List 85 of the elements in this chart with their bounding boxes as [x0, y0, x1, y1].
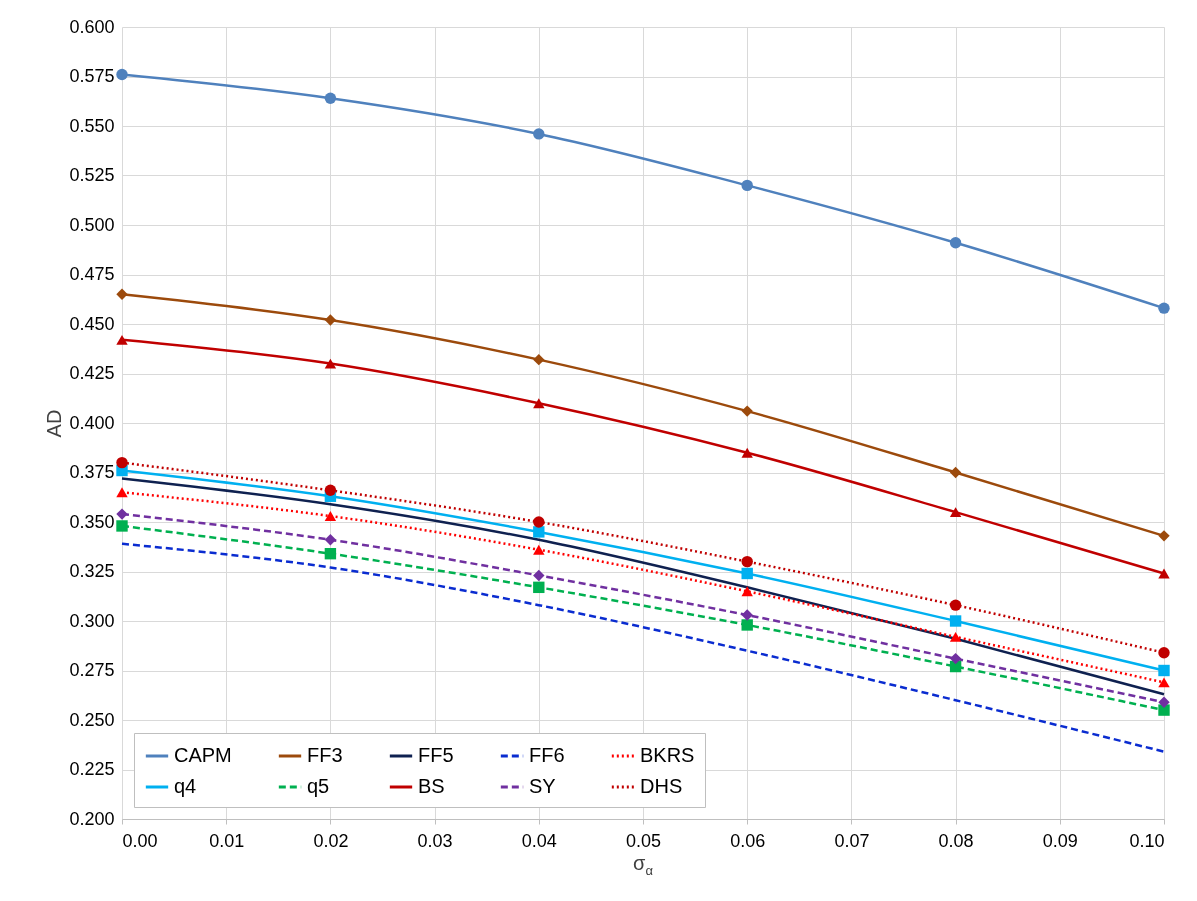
point	[949, 507, 962, 518]
x-tick-label: 0.07	[834, 830, 870, 851]
x-tick-label: 0.10	[1129, 830, 1165, 851]
y-tick-label: 0.550	[69, 115, 115, 136]
y-axis-title: AD	[43, 409, 66, 438]
legend-label: FF6	[529, 744, 565, 766]
point	[1158, 696, 1170, 708]
y-tick-label: 0.225	[69, 759, 115, 779]
point	[949, 631, 962, 642]
point	[1158, 302, 1170, 314]
y-tick-label: 0.525	[69, 165, 115, 185]
point	[533, 353, 545, 366]
point	[324, 358, 337, 369]
point	[741, 555, 753, 568]
x-tick-label: 0.02	[313, 830, 349, 851]
point	[533, 526, 545, 538]
y-tick-label: 0.325	[69, 561, 115, 581]
y-tick-label: 0.375	[69, 462, 115, 482]
point	[533, 128, 545, 140]
x-tick-label: 0.03	[417, 830, 453, 851]
point	[533, 544, 545, 555]
y-tick-label: 0.250	[69, 709, 115, 730]
legend-label: DHS	[640, 775, 683, 797]
point	[949, 237, 962, 249]
x-axis-title: σ$_{α}$	[632, 852, 654, 878]
y-tick-label: 0.450	[69, 313, 115, 334]
point	[324, 484, 337, 497]
y-tick-label: 0.300	[69, 610, 115, 631]
point	[1158, 568, 1170, 579]
point	[533, 516, 545, 528]
point	[741, 179, 753, 192]
point	[324, 547, 337, 560]
point	[1158, 664, 1170, 677]
point	[741, 447, 753, 458]
y-tick-label: 0.200	[69, 808, 115, 829]
x-tick-label: 0.05	[625, 830, 662, 851]
point	[949, 652, 962, 665]
point	[116, 334, 128, 345]
point	[324, 534, 337, 546]
legend-label: CAPM	[174, 744, 232, 766]
y-tick-label: 0.600	[69, 16, 115, 37]
point	[116, 487, 128, 498]
point	[1158, 677, 1170, 688]
x-tick-label: 0.09	[1042, 830, 1078, 851]
point	[116, 508, 128, 520]
legend-label: q4	[174, 775, 197, 797]
legend-label: FF3	[307, 744, 343, 766]
point	[324, 511, 337, 521]
y-tick-label: 0.575	[69, 66, 115, 86]
x-tick-label: 0.06	[730, 830, 766, 851]
point	[741, 619, 753, 631]
point	[949, 615, 962, 627]
point	[116, 456, 128, 469]
legend-label: SY	[529, 775, 556, 797]
point	[116, 520, 128, 532]
y-tick-label: 0.475	[69, 264, 115, 284]
point	[324, 314, 337, 326]
legend-label: FF5	[418, 744, 454, 766]
point	[1158, 530, 1170, 542]
point	[1158, 704, 1170, 716]
point	[949, 466, 962, 479]
y-tick-label: 0.275	[69, 660, 115, 680]
point	[533, 398, 545, 409]
point	[741, 609, 753, 621]
point	[741, 567, 753, 580]
point	[324, 92, 337, 104]
point	[116, 288, 128, 300]
legend-label: BKRS	[640, 744, 695, 766]
point	[116, 68, 128, 81]
x-tick-label: 0.08	[938, 830, 974, 851]
y-tick-label: 0.425	[69, 363, 115, 383]
point	[533, 581, 545, 594]
x-tick-label: 0.00	[122, 830, 158, 851]
y-tick-label: 0.400	[69, 412, 115, 433]
point	[741, 586, 753, 597]
x-tick-label: 0.04	[521, 830, 557, 851]
y-tick-label: 0.350	[69, 511, 115, 532]
point	[741, 405, 753, 417]
point	[949, 599, 962, 611]
point	[1158, 646, 1170, 659]
x-tick-label: 0.01	[209, 830, 245, 851]
legend-label: q5	[307, 775, 330, 797]
legend-label: BS	[418, 775, 445, 797]
y-tick-label: 0.500	[69, 214, 115, 235]
point	[533, 569, 545, 582]
